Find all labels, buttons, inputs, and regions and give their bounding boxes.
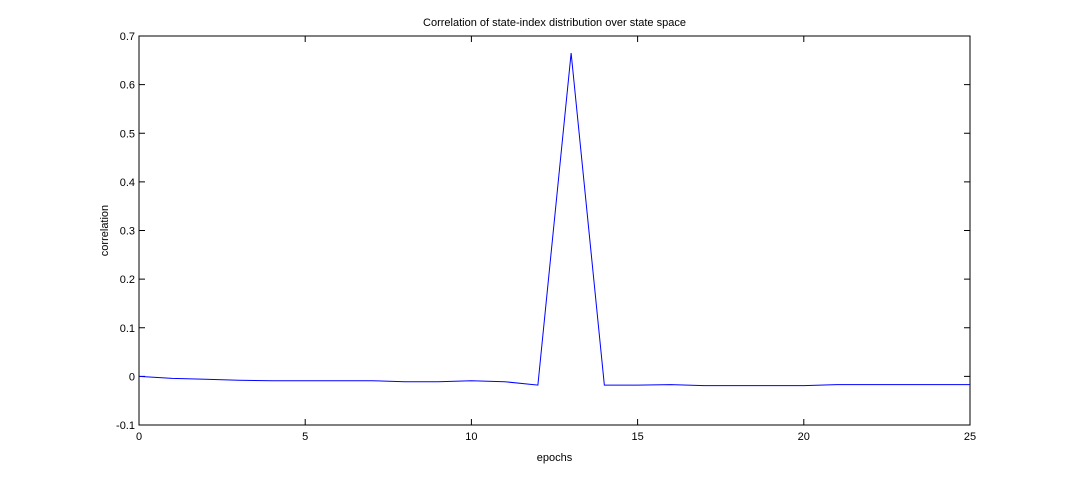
y-tick-label: 0.4 (120, 177, 135, 189)
y-axis-label: correlation (99, 205, 111, 256)
y-tick-label: -0.1 (116, 420, 135, 432)
tick-labels: 0 5 10 15 20 25-0.100.10.20.30.40.50.60.7 (116, 31, 976, 443)
x-tick-label: 0 (136, 431, 142, 443)
series-line (138, 52, 970, 387)
y-tick-label: 0.7 (120, 31, 135, 43)
y-tick-label: 0 (129, 371, 135, 383)
x-axis-label: epochs (537, 452, 573, 464)
plot-area (138, 35, 971, 426)
y-tick-label: 0.1 (120, 323, 135, 335)
y-tick-label: 0.6 (120, 80, 135, 92)
x-tick-label: 10 (465, 431, 477, 443)
x-tick-label: 15 (631, 431, 643, 443)
y-tick-label: 0.5 (120, 128, 135, 140)
y-tick-label: 0.2 (120, 274, 135, 286)
chart-title: Correlation of state-index distribution … (423, 17, 686, 29)
x-tick-label: 20 (798, 431, 810, 443)
x-tick-label: 5 (302, 431, 308, 443)
y-tick-label: 0.3 (120, 226, 135, 238)
series-layer (138, 52, 970, 387)
x-tick-label: 25 (964, 431, 976, 443)
